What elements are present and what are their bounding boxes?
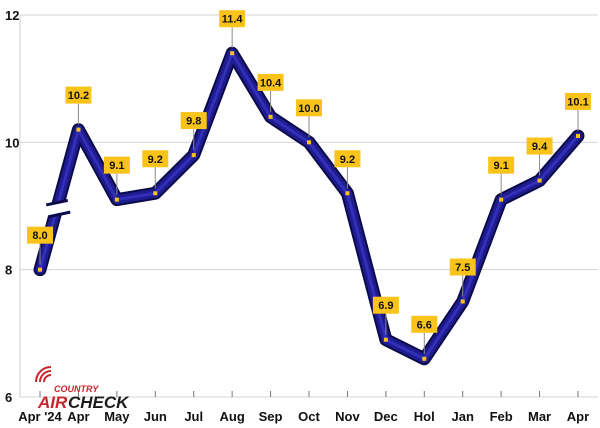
y-tick-label: 12 [5, 8, 19, 23]
data-label-box [526, 137, 553, 155]
break-symbol [45, 198, 71, 219]
y-tick-label: 6 [5, 390, 12, 405]
data-labels: 8.0 10.2 9.1 9.2 9.8 11.4 10.4 10.0 9.2 6.9 6.6 7.5… [27, 10, 591, 354]
y-axis: 6 8 10 12 [5, 8, 19, 405]
data-label: 10.1 [567, 96, 588, 108]
data-label-box [180, 112, 207, 130]
data-label-box [27, 226, 53, 244]
logo-check-text: CHECK [68, 393, 130, 412]
break-line-bottom [48, 210, 71, 219]
logo-air-text: AIR [37, 393, 68, 412]
data-label-box [372, 296, 399, 314]
data-label-box [257, 73, 284, 91]
data-point [345, 191, 350, 196]
data-label: 10.0 [298, 103, 319, 115]
data-point [422, 356, 427, 361]
country-aircheck-logo: COUNTRY AIR CHECK [35, 366, 130, 412]
break-line-top [45, 198, 69, 207]
data-label-box [334, 150, 361, 168]
data-point [537, 178, 542, 183]
data-label: 6.6 [417, 319, 432, 331]
broadcast-waves-icon [35, 366, 52, 383]
data-label-box [103, 156, 130, 174]
logo-country-text: COUNTRY [54, 384, 99, 394]
data-label-box [65, 86, 92, 104]
x-tick-label: Mar [528, 409, 551, 424]
data-label-box [296, 99, 322, 117]
x-tick-label: Oct [298, 409, 320, 424]
x-tick-label: Nov [335, 409, 360, 424]
data-point [499, 197, 504, 202]
data-label: 8.0 [32, 230, 47, 242]
x-tick-label: Jan [452, 409, 474, 424]
x-axis: Apr '24 Apr May Jun Jul Aug Sep Oct Nov Dec Hol Jan… [18, 391, 589, 424]
y-tick-label: 10 [5, 135, 19, 150]
data-label: 10.2 [68, 90, 89, 102]
data-label: 6.9 [378, 300, 393, 312]
data-point [153, 191, 158, 196]
grid-lines [19, 14, 598, 398]
data-label: 9.8 [186, 116, 201, 128]
series-line [33, 46, 585, 366]
x-tick-label: Hol [414, 409, 435, 424]
data-point [76, 127, 81, 132]
data-point [38, 267, 42, 272]
data-point [460, 299, 465, 304]
series-line-highlight [38, 51, 580, 361]
data-point [230, 51, 235, 56]
data-label: 9.2 [148, 154, 163, 166]
data-point [383, 337, 388, 342]
data-label-box [411, 315, 438, 333]
data-label: 9.2 [340, 154, 355, 166]
x-tick-label: Apr [567, 409, 589, 424]
data-label: 9.1 [109, 160, 124, 172]
data-label: 9.1 [493, 160, 508, 172]
data-label-box [219, 10, 246, 28]
data-point [114, 197, 119, 202]
data-point [576, 133, 580, 138]
x-tick-label: Feb [490, 409, 513, 424]
data-label-box [142, 150, 169, 168]
data-markers [38, 51, 580, 361]
data-label: 7.5 [455, 262, 470, 274]
x-tick-label: Apr '24 [18, 409, 62, 424]
x-tick-label: Aug [220, 409, 245, 424]
data-point [191, 153, 196, 158]
data-point [268, 114, 273, 119]
data-label-box [488, 156, 515, 174]
data-label: 10.4 [260, 77, 282, 89]
x-tick-label: May [104, 409, 130, 424]
data-point [307, 140, 311, 145]
axis-break-marker [45, 198, 71, 219]
x-tick-label: Sep [259, 409, 283, 424]
data-label-box [449, 258, 476, 276]
data-label: 11.4 [222, 14, 244, 26]
x-tick-label: Apr [67, 409, 89, 424]
data-label-box [565, 92, 591, 110]
x-tick-label: Jul [184, 409, 203, 424]
x-tick-label: Dec [374, 409, 398, 424]
y-tick-label: 8 [5, 263, 12, 278]
data-label: 9.4 [532, 141, 548, 153]
x-tick-label: Jun [144, 409, 167, 424]
